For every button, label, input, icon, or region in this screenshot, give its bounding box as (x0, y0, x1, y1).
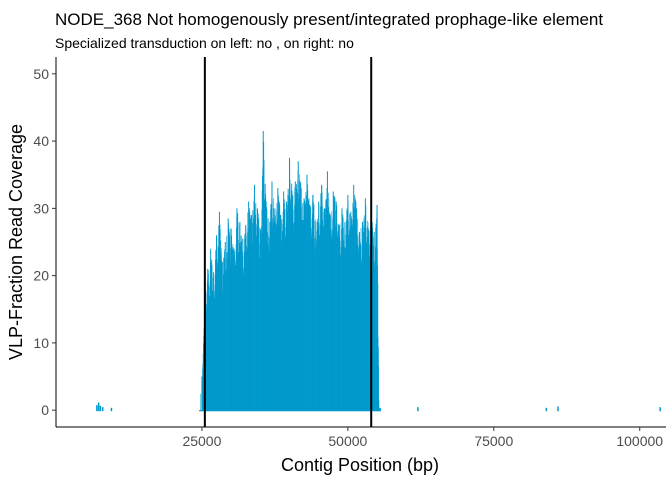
y-tick-label: 20 (33, 268, 49, 284)
plot-area (96, 57, 661, 427)
y-tick-label: 0 (41, 402, 49, 418)
y-axis-title: VLP-Fraction Read Coverage (6, 124, 26, 360)
y-tick-label: 40 (33, 133, 49, 149)
chart-subtitle: Specialized transduction on left: no , o… (55, 35, 354, 51)
y-tick-label: 30 (33, 200, 49, 216)
y-ticks: 0 10 20 30 40 50 (33, 66, 56, 418)
x-tick-label: 100000 (616, 433, 663, 449)
x-axis-title: Contig Position (bp) (281, 455, 439, 475)
coverage-bar (200, 393, 202, 412)
x-tick-label: 75000 (474, 433, 513, 449)
x-ticks: 25000 50000 75000 100000 (182, 427, 663, 449)
axes (55, 57, 666, 428)
y-tick-label: 10 (33, 335, 49, 351)
y-tick-label: 50 (33, 66, 49, 82)
chart-title: NODE_368 Not homogenously present/integr… (55, 10, 603, 29)
x-tick-label: 50000 (328, 433, 367, 449)
x-tick-label: 25000 (182, 433, 221, 449)
